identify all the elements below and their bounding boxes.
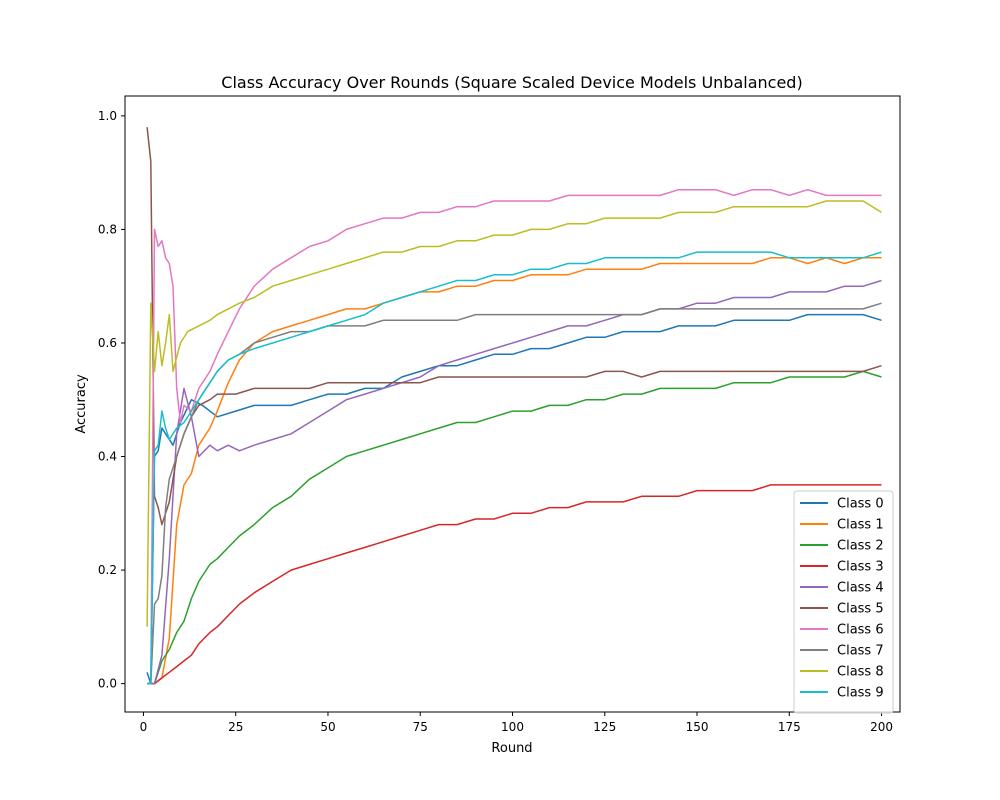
x-tick-label: 125 [593, 720, 616, 734]
x-tick-label: 200 [870, 720, 893, 734]
x-axis-label: Round [491, 741, 532, 756]
x-tick-label: 75 [413, 720, 428, 734]
chart-title: Class Accuracy Over Rounds (Square Scale… [221, 73, 802, 92]
x-tick-label: 100 [501, 720, 524, 734]
series-line-class-3 [147, 484, 882, 685]
plot-area [146, 127, 882, 685]
legend-label: Class 8 [837, 665, 884, 680]
series-line-class-4 [147, 279, 882, 685]
y-axis-label: Accuracy [74, 374, 89, 434]
series-line-class-1 [147, 257, 882, 685]
legend-label: Class 1 [837, 518, 884, 533]
y-tick-label: 1.0 [98, 109, 117, 123]
series-line-class-8 [146, 200, 882, 627]
x-tick-label: 25 [228, 720, 243, 734]
legend-label: Class 2 [837, 539, 884, 554]
legend-label: Class 3 [837, 560, 884, 575]
x-tick-label: 150 [686, 720, 709, 734]
legend-label: Class 7 [837, 644, 884, 659]
series-line-class-2 [147, 370, 882, 685]
y-tick-label: 0.8 [98, 222, 117, 236]
x-tick-label: 50 [320, 720, 335, 734]
legend-box [793, 490, 894, 714]
y-tick-label: 0.2 [98, 563, 117, 577]
legend-label: Class 0 [837, 497, 884, 512]
series-line-class-7 [147, 302, 882, 685]
series-line-class-6 [147, 188, 882, 685]
y-tick-label: 0.6 [98, 336, 117, 350]
legend-label: Class 9 [837, 686, 884, 701]
x-tick-label: 0 [140, 720, 148, 734]
y-tick-label: 0.4 [98, 450, 117, 464]
legend-label: Class 6 [837, 623, 884, 638]
legend-label: Class 4 [837, 581, 884, 596]
series-line-class-9 [147, 251, 882, 685]
legend: Class 0 Class 1 Class 2 Class 3 Class 4 Class… [793, 490, 894, 714]
legend-label: Class 5 [837, 602, 884, 617]
x-tick-label: 175 [778, 720, 801, 734]
axis-ticks: 0 25 50 75 100 125 150 175 200 0.0 0.2 0.4 0.6 0.8 1.0 [98, 109, 893, 734]
y-tick-label: 0.0 [98, 677, 117, 691]
